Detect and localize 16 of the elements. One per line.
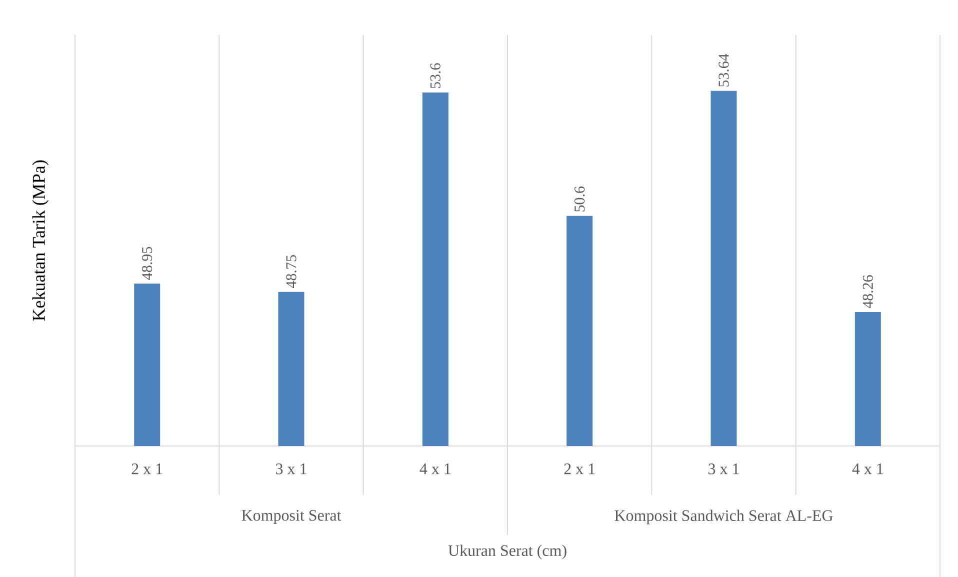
data-label: 53.6 [430,63,440,88]
x-axis-title: Ukuran Serat (cm) [448,544,566,560]
text: Komposit Serat [242,510,342,524]
data-label: 53.64 [718,54,729,86]
x-tick-label: 4 x 1 [420,464,450,474]
data-label: 50.6 [574,186,585,212]
data-label: 48.95 [142,246,152,280]
x-tick-label: 2 x 1 [132,464,162,474]
x-tick-label: 4 x 1 [852,464,883,474]
data-label: 48.26 [862,275,874,308]
y-axis-title: Kekuatan Tarik (MPa) [32,160,49,321]
data-label: 48.75 [286,255,296,288]
x-tick-label: 2 x 1 [564,464,595,474]
text: Komposit Sandwich Serat AL-EG [614,510,833,524]
x-tick-label: 3 x 1 [708,464,739,474]
x-tick-label: 3 x 1 [276,464,306,474]
